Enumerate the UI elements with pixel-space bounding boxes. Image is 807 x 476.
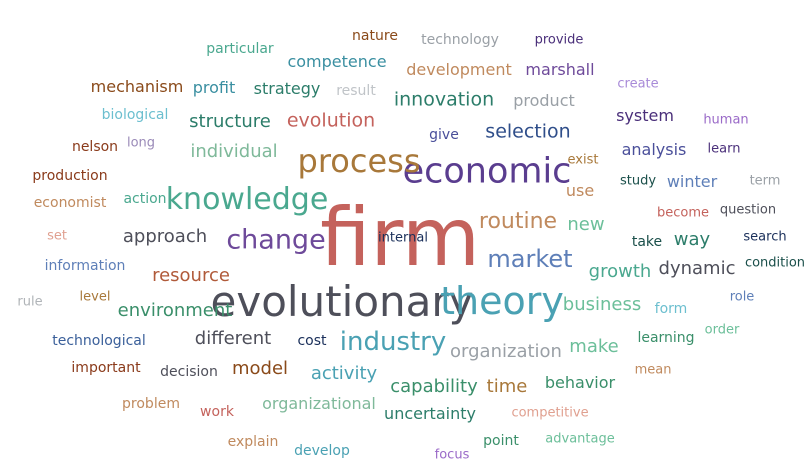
word-evolutionary: evolutionary [210,277,474,326]
word-technological: technological [52,333,146,349]
word-level: level [79,289,111,305]
word-organizational: organizational [262,394,376,413]
word-rule: rule [17,294,43,310]
word-order: order [704,322,740,338]
word-question: question [719,202,777,218]
word-explain: explain [227,434,279,450]
word-important: important [71,360,141,376]
word-set: set [47,228,67,244]
word-term: term [749,173,781,189]
word-mechanism: mechanism [90,77,184,96]
word-decision: decision [160,364,218,380]
word-change: change [226,224,326,256]
word-mean: mean [634,362,672,378]
word-theory: theory [440,279,564,323]
word-become: become [656,205,710,221]
word-strategy: strategy [253,79,321,98]
word-use: use [565,181,595,200]
word-individual: individual [190,141,278,162]
word-different: different [194,328,272,349]
word-innovation: innovation [393,88,495,111]
word-human: human [703,112,749,128]
word-activity: activity [310,363,378,384]
word-work: work [200,404,234,420]
word-search: search [743,229,787,245]
word-dynamic: dynamic [658,258,736,279]
word-form: form [654,301,688,317]
word-competitive: competitive [511,405,589,421]
word-cost: cost [297,333,327,349]
word-study: study [619,173,657,189]
word-nelson: nelson [71,139,119,155]
word-technology: technology [421,32,499,48]
word-production: production [32,168,108,184]
word-resource: resource [152,265,230,286]
word-development: development [406,60,512,79]
word-make: make [569,336,619,357]
word-selection: selection [485,120,571,143]
word-nature: nature [352,28,398,44]
word-biological: biological [101,107,169,123]
word-system: system [616,106,674,125]
word-point: point [483,433,519,449]
word-product: product [513,91,575,110]
word-profit: profit [192,78,236,97]
word-evolution: evolution [286,109,376,132]
word-marshall: marshall [525,60,595,79]
word-approach: approach [122,226,208,247]
word-environment: environment [117,300,233,321]
word-learn: learn [707,141,741,157]
word-behavior: behavior [544,373,616,392]
word-advantage: advantage [545,431,615,447]
word-way: way [673,229,711,250]
word-capability: capability [390,376,478,397]
word-exist: exist [567,152,599,168]
word-firm: firm [320,191,480,284]
word-time: time [486,376,528,397]
word-particular: particular [206,41,274,57]
word-problem: problem [122,396,180,412]
word-process: process [297,142,421,180]
word-long: long [126,135,156,151]
word-winter: winter [666,172,718,191]
word-growth: growth [588,261,652,282]
word-develop: develop [294,443,350,459]
word-create: create [617,76,659,92]
word-uncertainty: uncertainty [384,404,476,423]
word-competence: competence [287,52,387,71]
word-economist: economist [33,195,107,211]
word-result: result [336,83,376,99]
word-market: market [487,245,573,273]
word-new: new [567,214,605,235]
word-role: role [729,289,755,305]
word-focus: focus [434,447,470,463]
word-information: information [44,258,126,274]
word-model: model [231,358,289,379]
word-learning: learning [637,330,695,346]
word-internal: internal [378,230,428,246]
word-give: give [429,127,459,143]
word-industry: industry [339,327,447,357]
word-structure: structure [189,111,271,132]
word-action: action [123,191,167,207]
word-organization: organization [450,341,562,362]
word-economic: economic [402,151,572,192]
word-knowledge: knowledge [165,182,329,217]
word-routine: routine [478,209,558,234]
word-business: business [562,294,642,315]
word-take: take [631,234,663,250]
word-condition: condition [744,255,806,271]
word-provide: provide [534,32,584,48]
word-analysis: analysis [621,140,687,159]
